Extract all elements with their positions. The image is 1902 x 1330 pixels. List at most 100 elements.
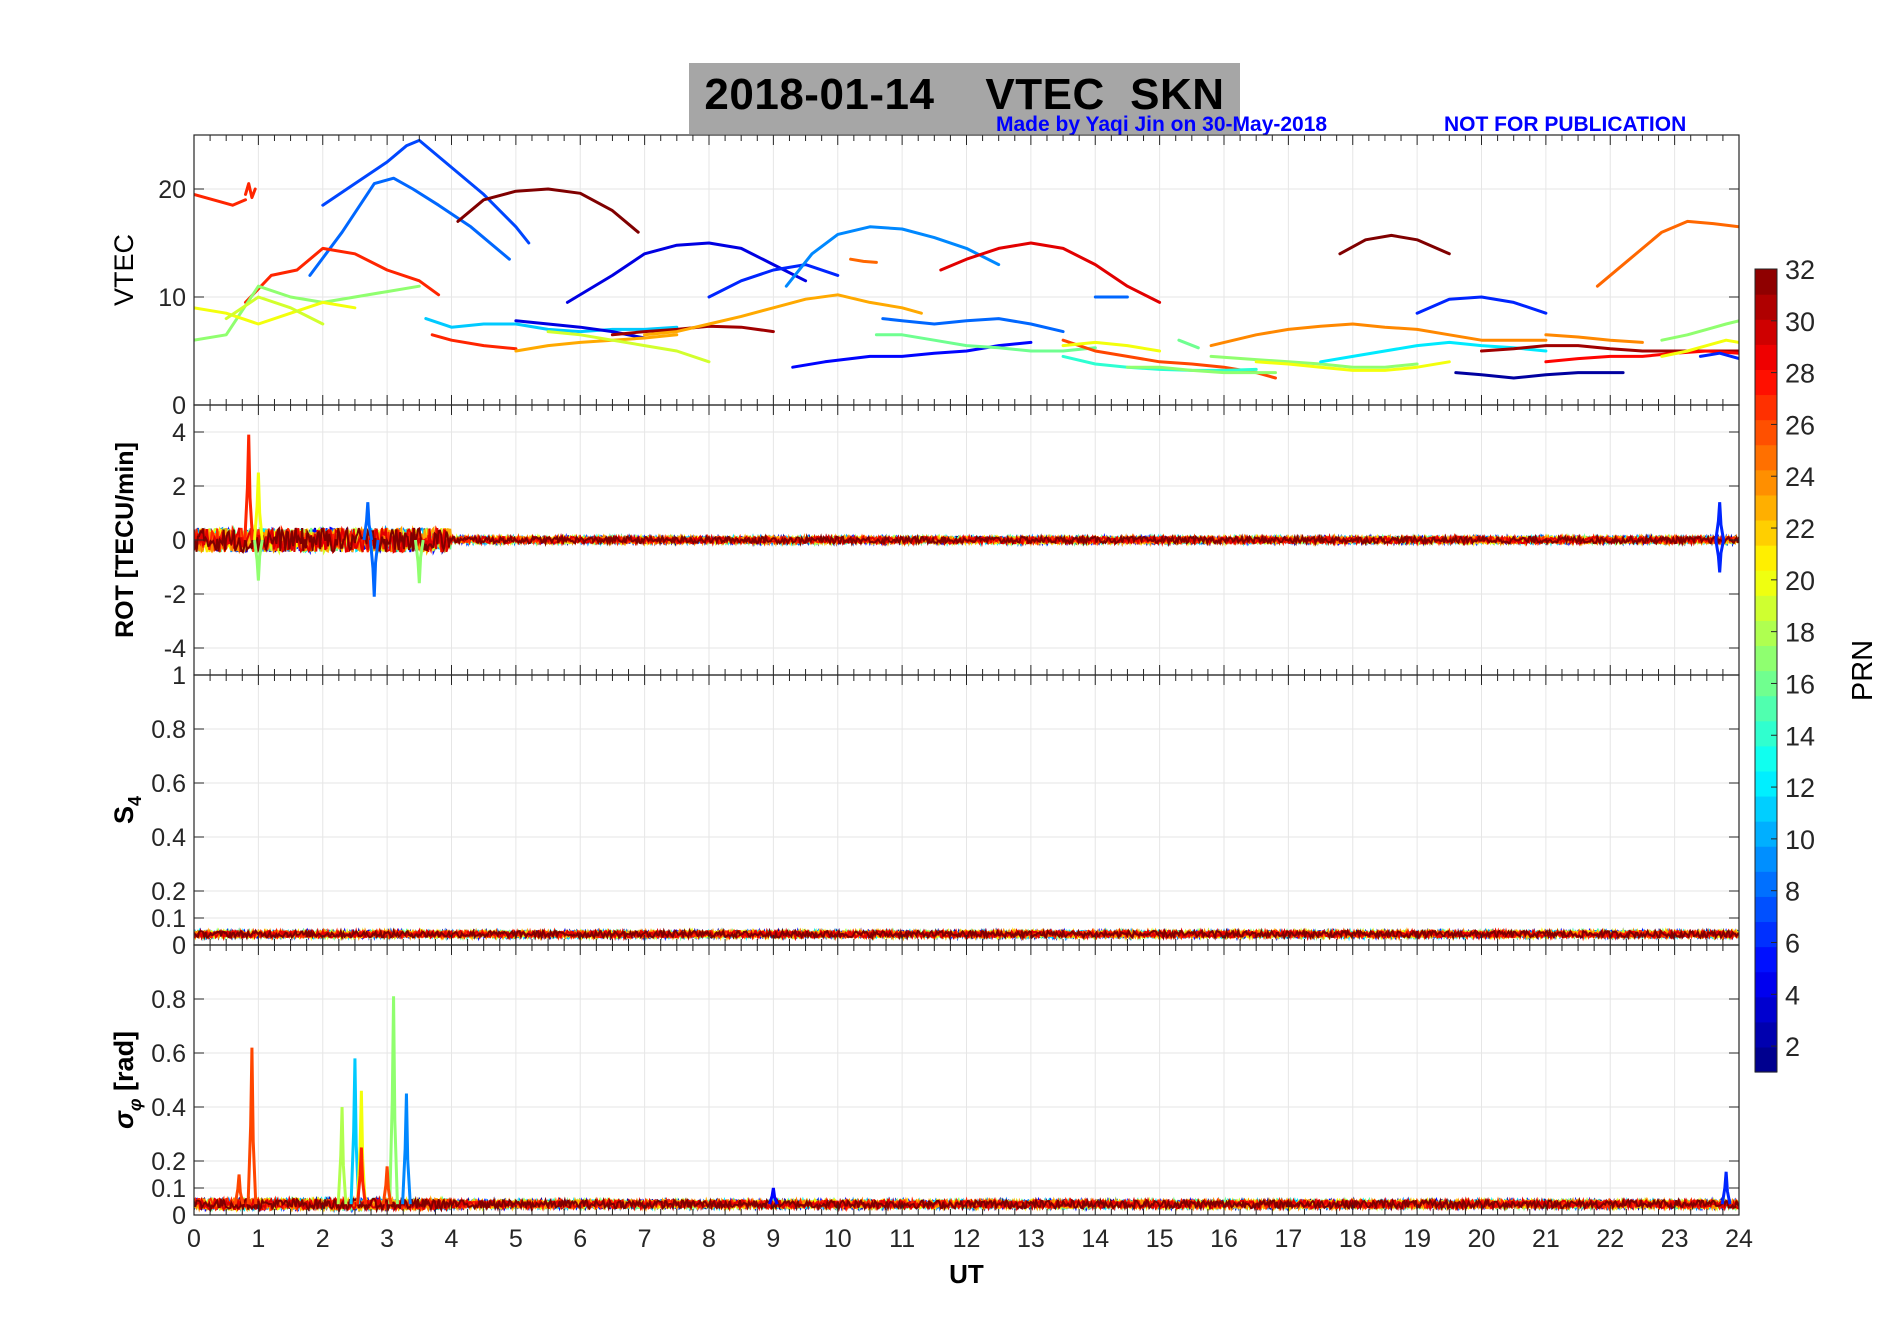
y-tick-label: 0 [172, 527, 186, 555]
x-tick-label: 11 [889, 1225, 915, 1253]
y-tick-label: 0.1 [151, 905, 186, 933]
colorbar-segment [1755, 1046, 1777, 1073]
colorbar-tick-label: 2 [1785, 1032, 1800, 1062]
noise-series [194, 525, 1739, 554]
colorbar-segment [1755, 795, 1777, 822]
plot-area-rot [194, 434, 1739, 597]
vtec-series [1338, 233, 1451, 256]
x-tick-label: 19 [1403, 1225, 1431, 1253]
y-tick-label: 0.6 [151, 1040, 186, 1068]
vtec-series [939, 241, 1162, 304]
y-tick-label: 0 [172, 1202, 186, 1230]
x-tick-label: 1 [251, 1225, 265, 1253]
vtec-series [194, 284, 421, 342]
y-tick-label: 10 [158, 284, 186, 312]
vtec-series [1125, 365, 1277, 375]
colorbar-segment [1755, 695, 1777, 722]
colorbar-tick-label: 4 [1785, 980, 1800, 1010]
y-tick-label: 20 [158, 176, 186, 204]
x-tick-label: 9 [766, 1225, 780, 1253]
colorbar-segment [1755, 720, 1777, 747]
vtec-series [244, 182, 257, 200]
vtec-series [1254, 360, 1451, 372]
x-tick-label: 17 [1274, 1225, 1302, 1253]
vtec-series [1209, 322, 1548, 348]
spike [336, 1106, 348, 1205]
colorbar-tick-label: 20 [1785, 566, 1815, 596]
colorbar-tick-label: 14 [1785, 721, 1815, 751]
spike [368, 539, 380, 597]
colorbar-segment [1755, 444, 1777, 471]
vtec-series [456, 187, 640, 234]
colorbar-segment [1755, 871, 1777, 897]
colorbar-segment [1755, 745, 1777, 772]
colorbar-tick-label: 6 [1785, 928, 1800, 958]
vtec-series [881, 317, 1065, 334]
colorbar-tick-label: 8 [1785, 877, 1800, 907]
axes-layer [193, 134, 1740, 1216]
vtec-series [565, 241, 808, 304]
vtec-series [1698, 351, 1739, 361]
spike [381, 1166, 393, 1205]
x-tick-label: 2 [316, 1225, 330, 1253]
vtec-series [430, 333, 518, 351]
colorbar-segment [1755, 921, 1777, 948]
y-tick-label: 0.2 [151, 1148, 186, 1176]
vtec-series [1061, 354, 1258, 372]
x-tick-label: 23 [1661, 1225, 1689, 1253]
colorbar-segment [1755, 971, 1777, 998]
x-tick-label: 20 [1468, 1225, 1496, 1253]
y-tick-label: 0.8 [151, 716, 186, 744]
vtec-series [849, 257, 878, 264]
colorbar-segment [1755, 595, 1777, 621]
x-tick-label: 10 [824, 1225, 852, 1253]
colorbar-segment [1755, 344, 1777, 370]
vtec-series [308, 176, 511, 277]
vtec-series [1544, 333, 1644, 344]
x-tick-label: 18 [1339, 1225, 1367, 1253]
colorbar-segment [1755, 770, 1777, 797]
colorbar-tick-label: 12 [1785, 773, 1815, 803]
x-tick-label: 13 [1017, 1225, 1045, 1253]
vtec-series [244, 246, 441, 304]
chart-title: 2018-01-14 VTEC SKN [704, 70, 1225, 119]
y-tick-label: 0.8 [151, 986, 186, 1014]
noise-series [194, 1195, 1739, 1214]
colorbar-tick-label: 32 [1785, 255, 1815, 285]
colorbar-segment [1755, 394, 1777, 421]
vtec-series [424, 317, 679, 334]
credit-note: NOT FOR PUBLICATION [1444, 113, 1687, 136]
colorbar-segment [1755, 519, 1777, 546]
colorbar-tick-label: 24 [1785, 462, 1815, 492]
colorbar-frame [1754, 268, 1778, 1073]
vtec-series [1660, 338, 1739, 358]
spike [768, 1187, 779, 1205]
y-tick-label: 0.4 [151, 824, 186, 852]
spike [413, 539, 425, 584]
vtec-series [194, 192, 247, 207]
vtec-series [1061, 340, 1162, 353]
colorbar-segment [1755, 946, 1777, 973]
spike [401, 1093, 412, 1205]
x-tick-label: 12 [953, 1225, 981, 1253]
y-axis-label-s4: S4 [109, 796, 145, 824]
vtec-series [1595, 219, 1739, 288]
colorbar-segment [1755, 494, 1777, 521]
y-tick-label: 2 [172, 473, 186, 501]
spike [356, 1147, 367, 1205]
vtec-series [874, 333, 1097, 353]
vtec-series [1415, 295, 1548, 315]
vtec-series [643, 293, 923, 337]
vtec-series [784, 225, 1001, 288]
colorbar-tick-label: 18 [1785, 618, 1815, 648]
colorbar-tick-label: 30 [1785, 307, 1815, 337]
y-tick-label: 0.2 [151, 878, 186, 906]
y-tick-label: 0.4 [151, 1094, 186, 1122]
colorbar-tick-label: 28 [1785, 359, 1815, 389]
x-tick-label: 14 [1081, 1225, 1109, 1253]
colorbar-segment [1755, 645, 1777, 672]
vtec-series [1319, 340, 1548, 364]
x-tick-label: 21 [1532, 1225, 1560, 1253]
